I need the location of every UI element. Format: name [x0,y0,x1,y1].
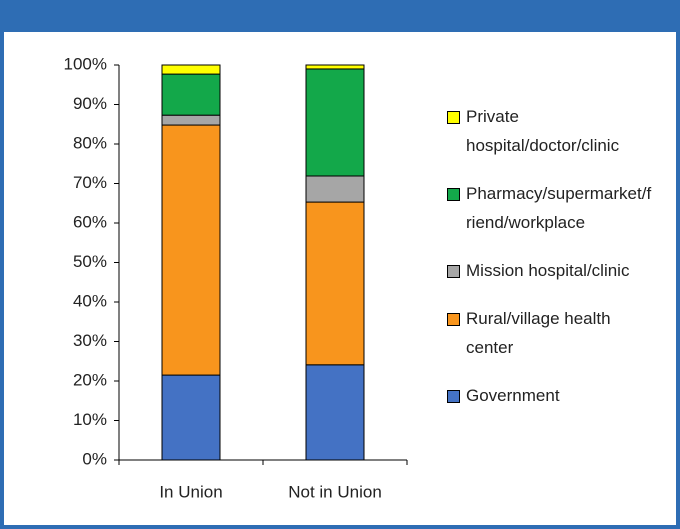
bar-segment [305,364,365,461]
y-tick-label: 100% [64,54,107,73]
legend-item: Pharmacy/supermarket/friend/workplace [447,179,662,237]
chart: 0% 10% 20% 30% 40% 50% 60% 70% 80% 90% 100% In Unio… [64,54,408,501]
legend-label: Mission hospital/clinic [466,261,630,280]
legend-item: Mission hospital/clinic [447,256,662,285]
bar-segment [161,124,221,376]
legend-swatch [447,111,460,124]
y-tick-label: 80% [73,133,107,152]
y-tick-label: 30% [73,331,107,350]
legend-item: Private hospital/doctor/clinic [447,102,662,160]
legend-label: Private hospital/doctor/clinic [466,107,620,155]
bar-segment [161,64,221,75]
bar-segment [305,201,365,366]
bar-segment [305,175,365,203]
bar-segment [305,68,365,177]
y-tick-label: 20% [73,370,107,389]
y-tick-label: 90% [73,94,107,113]
x-tick-label: In Union [159,482,222,501]
legend-label: Government [466,386,560,405]
bar-segment [305,64,365,70]
legend-swatch [447,390,460,403]
y-tick-label: 70% [73,173,107,192]
y-tick-label: 50% [73,252,107,271]
legend-swatch [447,265,460,278]
x-tick-label: Not in Union [288,482,382,501]
legend: Private hospital/doctor/clinic Pharmacy/s… [447,102,662,410]
legend-swatch [447,313,460,326]
header-bar [4,4,676,32]
legend-item: Rural/village health center [447,304,662,362]
y-tick-label: 10% [73,410,107,429]
legend-item: Government [447,381,662,410]
bar-segment [161,73,221,116]
bar-segment [161,374,221,461]
bar-segment [161,114,221,126]
legend-label: Pharmacy/supermarket/friend/workplace [466,184,652,232]
y-tick-label: 0% [82,449,107,468]
y-tick-label: 60% [73,212,107,231]
legend-swatch [447,188,460,201]
legend-label: Rural/village health center [466,309,611,357]
y-tick-label: 40% [73,291,107,310]
